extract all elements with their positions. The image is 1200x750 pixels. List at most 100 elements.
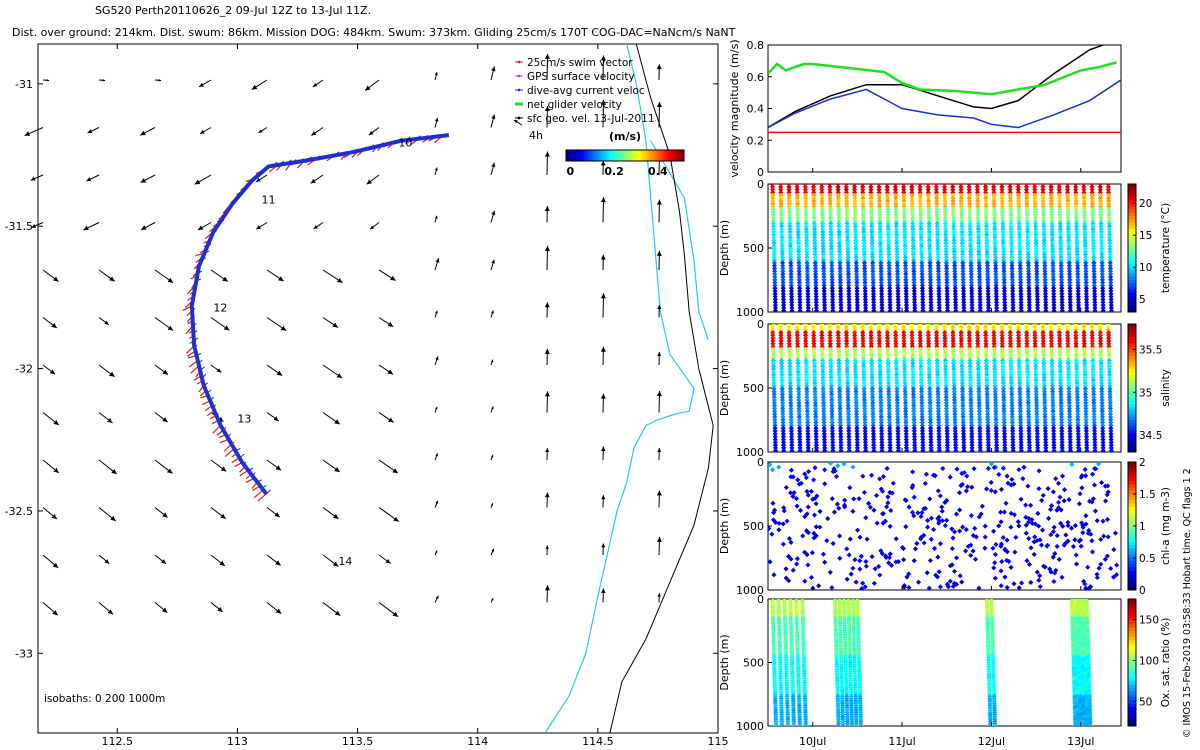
dive-avg-current-vector (388, 140, 393, 145)
chla-colorbar-tick: 1 (1139, 521, 1146, 533)
legend-label: sfc geo. vel. 13-Jul-2011 (527, 113, 655, 125)
map-y-tick-label: -33 (15, 647, 33, 660)
map-y-tick-label: -32.5 (5, 505, 33, 518)
velocity-y-tick-label: 0.8 (747, 39, 765, 52)
dive-avg-current-vector (251, 177, 257, 182)
chla-y-tick-label: 0 (757, 456, 764, 469)
temperature-colorbar-label: temperature (°C) (1160, 203, 1172, 293)
dive-avg-current-vector (279, 160, 285, 166)
day-label: 12 (213, 302, 227, 315)
velocity-line-1 (768, 79, 1121, 129)
temperature-ylabel: Depth (m) (718, 220, 731, 276)
oxygen-y-tick-label: 1000 (736, 720, 764, 733)
map-x-tick-label: 113 (227, 735, 248, 748)
oxygen-y-tick-label: 0 (757, 593, 764, 606)
dive-avg-current-vector (343, 150, 347, 155)
dive-avg-current-vector (229, 203, 236, 208)
dive-avg-current-vector (352, 148, 357, 153)
time-tick-label: 13Jul (1067, 735, 1094, 748)
dive-avg-current-vector (442, 133, 446, 137)
dive-avg-current-vector (201, 373, 207, 379)
map-x-tick-label: 115 (708, 735, 729, 748)
temperature-y-tick-label: 500 (743, 242, 764, 255)
dive-avg-current-vector (286, 159, 292, 164)
oxygen-colorbar (1127, 598, 1137, 727)
dive-avg-current-vector (192, 323, 197, 327)
dive-avg-current-vector (424, 134, 429, 139)
oxygen-colorbar-tick: 50 (1139, 696, 1152, 708)
dive-avg-current-vector (197, 270, 203, 274)
dive-avg-current-vector (325, 154, 330, 158)
salinity-colorbar-tick: 35.5 (1139, 345, 1162, 357)
dive-avg-current-vector (227, 433, 232, 438)
dive-avg-current-vector (240, 189, 246, 194)
dive-avg-current-vector (244, 186, 249, 190)
dive-avg-current-vector (191, 307, 196, 312)
time-tick-label: 11Jul (888, 735, 915, 748)
oxygen-colorbar-label: Ox. sat. ratio (%) (1160, 618, 1172, 708)
dive-avg-current-vector (233, 197, 238, 203)
sfc-velocity-arrows (24, 53, 662, 618)
salinity-colorbar-label: salinity (1160, 369, 1172, 407)
dive-avg-current-vector (193, 293, 197, 297)
map-x-tick-label: 113.5 (342, 735, 374, 748)
glider-track (182, 133, 450, 502)
dive-avg-current-vector (222, 427, 227, 431)
dive-avg-current-vector (231, 441, 235, 445)
dive-avg-current-vector (209, 237, 213, 241)
salinity-colorbar-tick: 34.5 (1139, 430, 1162, 442)
dive-avg-current-vector (261, 485, 267, 489)
oxygen-colorbar-tick: 150 (1139, 614, 1159, 626)
dive-avg-current-vector (206, 389, 212, 394)
salinity-colorbar-tick: 35 (1139, 387, 1152, 399)
dive-avg-current-vector (193, 337, 199, 342)
dive-avg-current-vector (198, 261, 203, 267)
day-label: 10 (398, 136, 412, 149)
legend-label: net glider velocity (527, 99, 622, 111)
velocity-y-tick-label: 0 (757, 166, 764, 179)
dive-avg-current-vector (243, 461, 247, 465)
dive-avg-current-vector (201, 257, 207, 261)
chla-y-tick-label: 1000 (736, 584, 764, 597)
day-label: 14 (338, 555, 352, 568)
dive-avg-current-vector (299, 158, 304, 162)
oxygen-points (769, 599, 1093, 726)
isobath-label: isobaths: 0 200 1000m (44, 693, 165, 705)
temperature-colorbar-tick: 5 (1139, 294, 1146, 306)
dive-avg-current-vector (415, 135, 421, 140)
figure-title: SG520 Perth20110626_2 09-Jul 12Z to 13-J… (95, 4, 372, 17)
oxygen-colorbar-tick: 100 (1139, 655, 1159, 667)
map-x-tick-label: 112.5 (102, 735, 134, 748)
velocity-line-2 (768, 61, 1117, 96)
dive-avg-current-vector (257, 479, 262, 483)
dive-avg-current-vector (196, 352, 202, 357)
salinity-y-tick-label: 0 (757, 318, 764, 331)
dive-avg-current-vector (397, 138, 401, 142)
colorbar-tick-label: 0.4 (648, 165, 668, 178)
velocity-y-tick-label: 0.4 (747, 103, 765, 116)
legend-label: dive-avg current veloc (527, 85, 645, 97)
scale-arrow-label: 4h (529, 129, 543, 142)
salinity-ylabel: Depth (m) (718, 360, 731, 416)
temperature-y-tick-label: 0 (757, 178, 764, 191)
legend-label: 25cm/s swim vector (527, 57, 633, 69)
figure-subtitle: Dist. over ground: 214km. Dist. swum: 86… (12, 26, 736, 39)
oxygen-axes (767, 598, 1122, 727)
oxygen-y-tick-label: 500 (743, 657, 764, 670)
velocity-series (768, 45, 1121, 134)
map-x-tick-label: 114.5 (582, 735, 614, 748)
velocity-line-0 (768, 45, 1106, 129)
dive-avg-current-vector (361, 146, 367, 151)
chla-y-tick-label: 500 (743, 520, 764, 533)
dive-avg-current-vector (293, 159, 297, 163)
dive-avg-current-vector (191, 299, 196, 304)
dive-avg-current-vector (433, 134, 438, 138)
velocity-y-tick-label: 0.6 (747, 71, 765, 84)
dive-avg-current-vector (194, 344, 198, 349)
chla-colorbar-tick: 0.5 (1139, 553, 1156, 565)
dive-avg-current-vector (196, 278, 202, 282)
temperature-y-tick-label: 1000 (736, 306, 764, 319)
dive-avg-current-vector (239, 453, 245, 459)
colorbar-tick-label: 0 (567, 165, 575, 178)
